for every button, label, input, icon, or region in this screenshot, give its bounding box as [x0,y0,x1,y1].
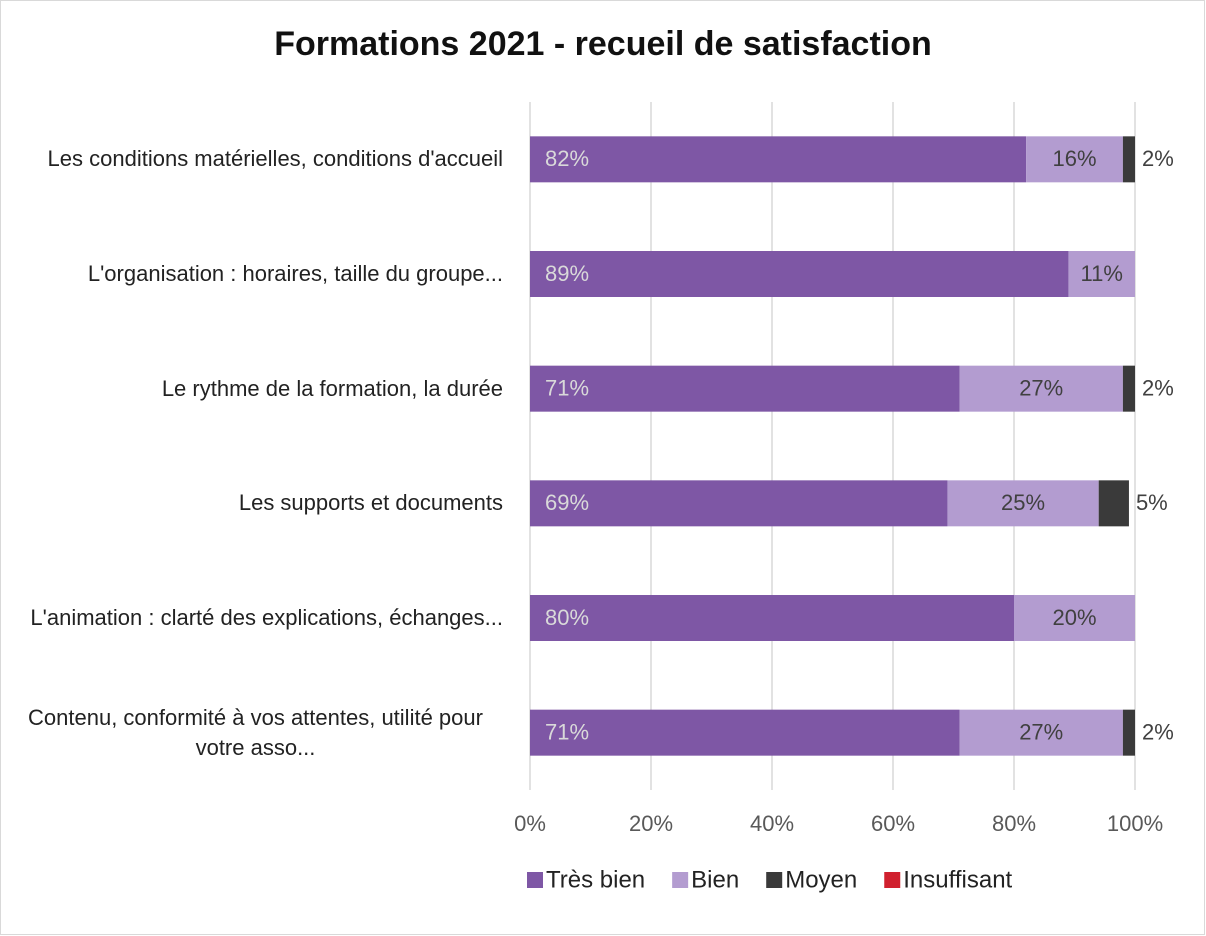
category-text: Les supports et documents [238,490,503,516]
bar-segment [1122,365,1135,412]
legend-swatch [884,872,901,888]
legend-swatch [672,872,689,888]
data-label: 82% [545,146,589,171]
x-tick-label: 40% [750,811,794,836]
y-tick-label: Les conditions matérielles, conditions d… [3,119,503,199]
data-label: 16% [1052,146,1096,171]
bar-segment [959,709,1123,756]
bar-segment [1098,480,1129,527]
bar-segment [1122,709,1135,756]
bar-segment [530,251,1069,297]
data-label: 2% [1142,375,1174,400]
bar-segment [959,365,1123,412]
bar-segment [1014,595,1135,641]
legend-label: Moyen [785,866,857,893]
data-label: 2% [1142,146,1174,171]
x-tick-label: 80% [992,811,1036,836]
data-label: 27% [1019,375,1063,400]
x-tick-label: 20% [629,811,673,836]
data-label: 71% [545,375,589,400]
bar-segment [1122,136,1135,183]
legend-label: Bien [691,866,739,893]
data-label: 20% [1052,605,1096,630]
chart-title: Formations 2021 - recueil de satisfactio… [274,25,932,63]
x-tick-label: 100% [1107,811,1163,836]
data-label: 27% [1019,719,1063,744]
bar-segment [1026,136,1123,183]
bar-segment [530,709,960,756]
data-label: 11% [1081,261,1123,286]
legend-swatch [766,872,783,888]
y-tick-label: L'animation : clarté des explications, é… [3,578,503,658]
legend-swatch [527,872,543,888]
category-text: Contenu, conformité à vos attentes, util… [28,704,483,760]
data-label: 80% [545,605,589,630]
y-tick-label: Les supports et documents [3,463,503,543]
bar-segment [530,365,960,412]
bar-segment [530,480,948,527]
x-tick-label: 0% [514,811,546,836]
category-text: Le rythme de la formation, la durée [161,375,503,401]
bar-segment [947,480,1099,527]
legend-label: Très bien [546,866,645,893]
data-label: 25% [1001,490,1045,515]
legend-label: Insuffisant [903,866,1012,893]
data-label: 5% [1136,490,1168,515]
data-label: 89% [545,261,589,286]
category-text: Les conditions matérielles, conditions d… [47,146,503,172]
data-label: 2% [1142,719,1174,744]
bar-segment [530,136,1027,183]
data-label: 71% [545,719,589,744]
bar-segment [530,595,1014,641]
data-label: 69% [545,490,589,515]
y-tick-label: L'organisation : horaires, taille du gro… [3,234,503,314]
x-tick-label: 60% [871,811,915,836]
y-tick-label: Le rythme de la formation, la durée [3,349,503,429]
category-text: L'organisation : horaires, taille du gro… [87,261,503,286]
category-text: L'animation : clarté des explications, é… [30,605,503,630]
y-tick-label: Contenu, conformité à vos attentes, util… [3,693,503,773]
bar-segment [1068,251,1135,297]
